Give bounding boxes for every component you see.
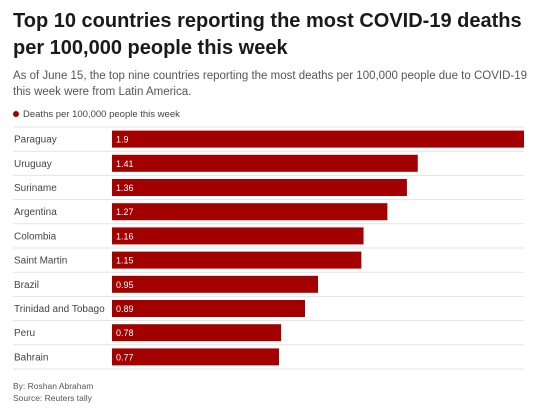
category-label: Trinidad and Tobago bbox=[14, 304, 105, 315]
category-label: Bahrain bbox=[14, 352, 48, 363]
data-label: 1.9 bbox=[116, 135, 129, 145]
legend-label: Deaths per 100,000 people this week bbox=[23, 108, 180, 120]
bar bbox=[112, 300, 305, 317]
data-label: 1.15 bbox=[116, 256, 134, 266]
data-label: 1.36 bbox=[116, 183, 134, 193]
category-label: Suriname bbox=[14, 183, 57, 194]
source-note: Source: Reuters tally bbox=[13, 393, 92, 403]
category-label: Paraguay bbox=[14, 135, 57, 146]
bar bbox=[112, 203, 388, 221]
bar bbox=[112, 179, 407, 196]
chart-footer: By: Roshan Abraham Source: Reuters tally bbox=[13, 380, 93, 404]
bar bbox=[112, 275, 318, 293]
bar bbox=[112, 154, 418, 172]
bar bbox=[112, 227, 364, 245]
chart-legend: Deaths per 100,000 people this week bbox=[13, 107, 180, 121]
bar bbox=[112, 348, 279, 366]
data-label: 0.89 bbox=[116, 304, 134, 314]
chart-title: Top 10 countries reporting the most COVI… bbox=[13, 10, 522, 59]
bar bbox=[112, 251, 362, 269]
category-label: Brazil bbox=[14, 280, 39, 291]
data-label: 0.77 bbox=[116, 352, 134, 362]
category-label: Argentina bbox=[14, 207, 57, 218]
data-label: 0.78 bbox=[116, 328, 134, 338]
category-label: Peru bbox=[14, 328, 35, 339]
category-label: Colombia bbox=[14, 231, 57, 242]
bar bbox=[112, 130, 524, 148]
legend-swatch bbox=[13, 111, 19, 117]
bar bbox=[112, 324, 282, 342]
category-label: Uruguay bbox=[14, 159, 52, 170]
data-label: 1.41 bbox=[116, 159, 134, 169]
data-label: 1.27 bbox=[116, 207, 134, 217]
data-label: 0.95 bbox=[116, 280, 134, 290]
byline: By: Roshan Abraham bbox=[13, 381, 94, 391]
chart-subtitle: As of June 15, the top nine countries re… bbox=[13, 70, 527, 98]
data-label: 1.16 bbox=[116, 231, 134, 241]
category-label: Saint Martin bbox=[14, 256, 67, 267]
